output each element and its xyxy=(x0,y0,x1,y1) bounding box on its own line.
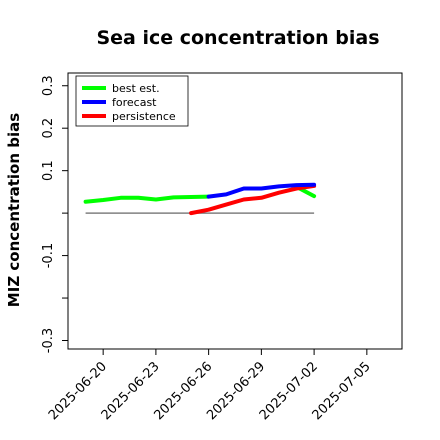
y-tick-label: 0.3 xyxy=(41,75,56,96)
legend-label: best est. xyxy=(112,82,160,95)
series-line-persistence xyxy=(189,183,317,216)
y-tick-label: -0.1 xyxy=(41,243,56,268)
y-tick-label: 0.2 xyxy=(41,118,56,139)
plot-area xyxy=(67,72,403,350)
y-tick-label: 0.1 xyxy=(41,160,56,181)
legend-label: persistence xyxy=(112,110,176,123)
series-line-best-est xyxy=(83,194,211,204)
legend-label: forecast xyxy=(112,96,157,109)
y-axis-label: MIZ concentration bias xyxy=(5,113,23,307)
y-tick-label: -0.3 xyxy=(41,328,56,353)
series-line-forecast xyxy=(206,182,317,199)
chart-title: Sea ice concentration bias xyxy=(96,27,379,49)
